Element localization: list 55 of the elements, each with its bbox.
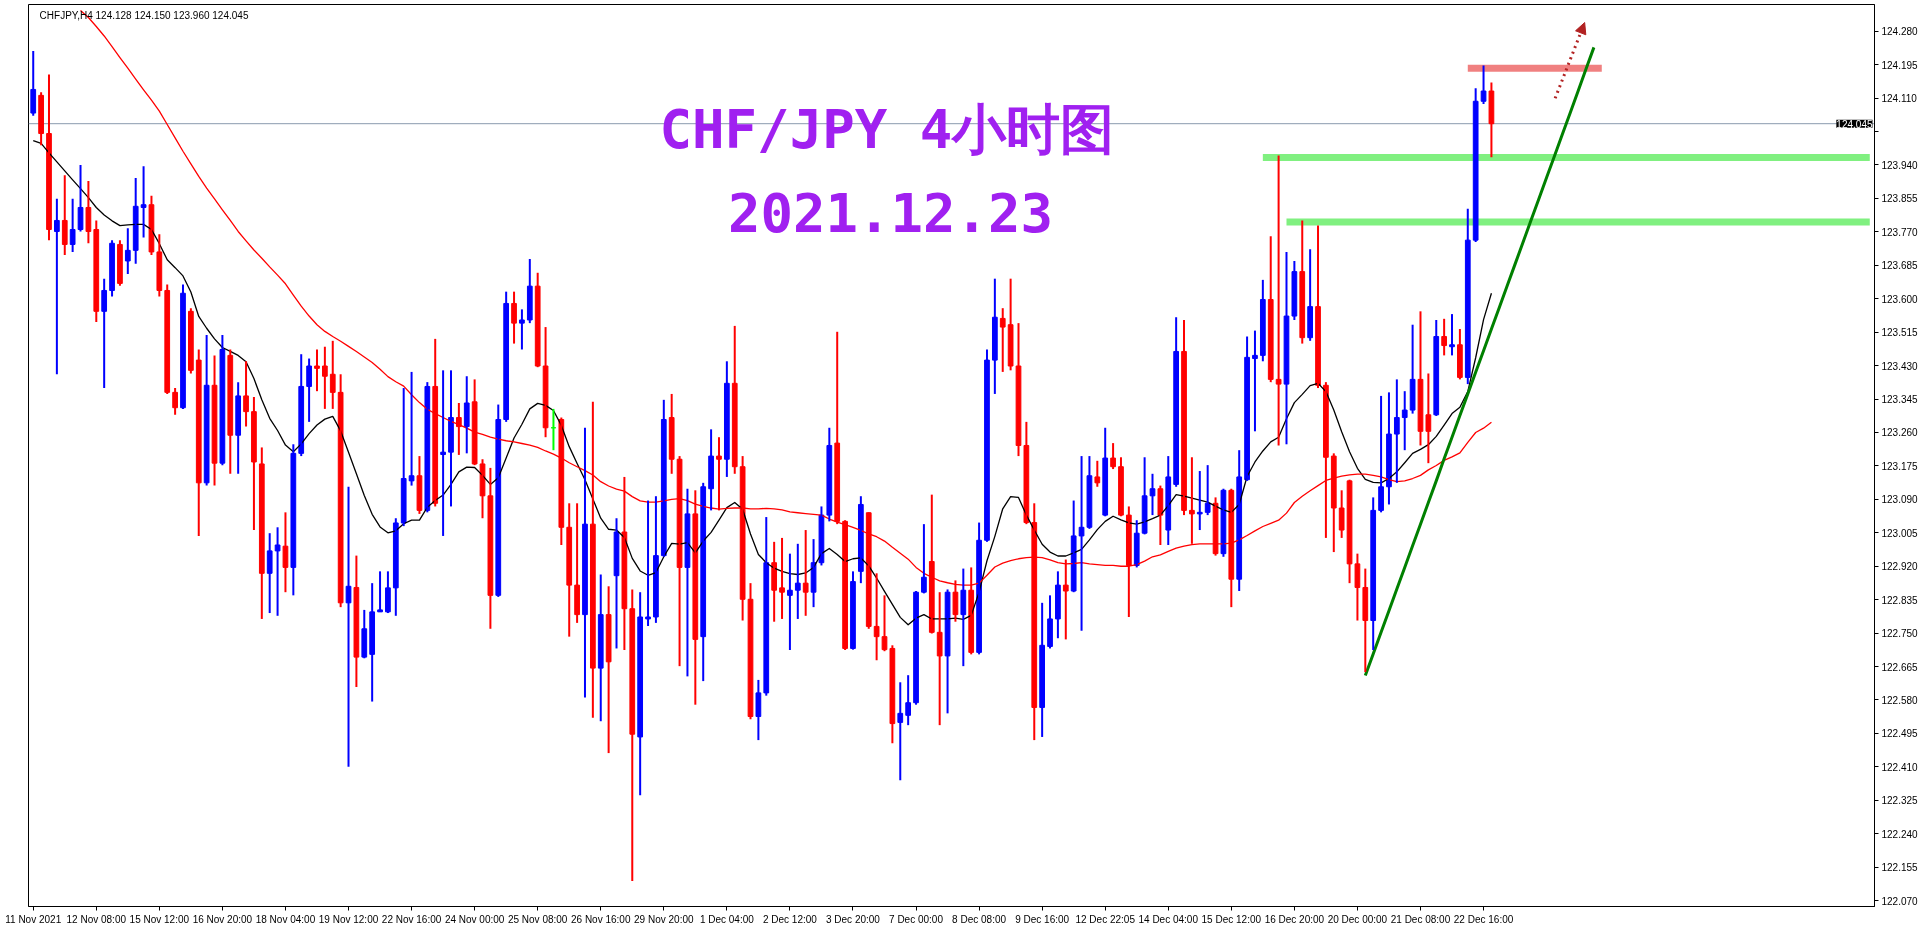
y-tick-label: 123.855	[1881, 193, 1919, 205]
y-tick-label: 123.430	[1881, 360, 1919, 372]
y-tick-label: 123.940	[1881, 160, 1919, 171]
y-tick-label: 123.345	[1881, 394, 1919, 406]
y-tick-label: 124.110	[1881, 93, 1918, 105]
y-tick-label: 123.685	[1881, 260, 1919, 272]
y-tick-label: 122.835	[1881, 594, 1919, 606]
x-tick-label: 22 Nov 16:00	[381, 913, 442, 925]
y-tick-label: 123.600	[1881, 293, 1919, 305]
x-tick-label: 26 Nov 16:00	[571, 913, 631, 925]
line-series	[1363, 45, 1596, 678]
text: CHF/JPY 4小时图	[659, 98, 1115, 162]
x-tick-label: 21 Dec 08:00	[1390, 913, 1451, 925]
y-tick-label: 123.515	[1881, 327, 1919, 339]
y-tick-label: 122.580	[1881, 694, 1919, 706]
x-tick-label: 24 Nov 00:00	[444, 913, 505, 925]
x-tick-label: 29 Nov 20:00	[634, 913, 694, 925]
x-tick-label: 2 Dec 12:00	[762, 913, 818, 925]
x-tick-label: 15 Dec 12:00	[1201, 913, 1262, 925]
y-tick-label: 123.260	[1881, 427, 1919, 439]
y-tick-label: 123.770	[1881, 226, 1919, 238]
y-tick-label: 122.750	[1881, 628, 1919, 640]
text: 2021.12.23	[728, 182, 1054, 246]
x-tick-label: 7 Dec 00:00	[889, 913, 944, 925]
x-tick-label: 14 Dec 04:00	[1138, 913, 1199, 925]
ref-line-label: 124.045	[1836, 118, 1873, 130]
x-tick-label: 3 Dec 20:00	[826, 913, 881, 925]
y-tick-label: 122.240	[1881, 828, 1919, 840]
x-tick-label: 12 Dec 22:05	[1075, 913, 1136, 925]
x-tick-label: 16 Nov 20:00	[192, 913, 253, 925]
y-tick-label: 122.070	[1881, 895, 1919, 907]
x-tick-label: 12 Nov 08:00	[66, 913, 127, 925]
y-tick-label: 123.005	[1881, 527, 1919, 539]
y-tick-label: 122.325	[1881, 795, 1919, 807]
x-tick-label: 25 Nov 08:00	[507, 913, 568, 925]
y-tick-label: 124.280	[1881, 26, 1919, 38]
y-tick-label: 122.665	[1881, 661, 1919, 673]
x-tick-label: 19 Nov 12:00	[318, 913, 379, 925]
y-tick-label: 123.090	[1881, 494, 1919, 506]
x-tick-label: 9 Dec 16:00	[1015, 913, 1070, 925]
y-tick-label: 122.920	[1881, 561, 1919, 573]
x-tick-label: 18 Nov 04:00	[255, 913, 316, 925]
y-tick-label: 124.195	[1881, 59, 1919, 71]
x-tick-label: 8 Dec 08:00	[952, 913, 1007, 925]
x-tick-label: 1 Dec 04:00	[699, 913, 755, 925]
x-tick-label: 22 Dec 16:00	[1453, 913, 1514, 925]
x-tick-label: 11 Nov 2021	[5, 913, 62, 925]
y-tick-label: 122.410	[1881, 761, 1919, 773]
x-tick-label: 16 Dec 20:00	[1264, 913, 1325, 925]
x-tick-label: 15 Nov 12:00	[129, 913, 190, 925]
y-tick-label: 122.495	[1881, 728, 1919, 740]
y-tick-label: 122.155	[1881, 862, 1919, 874]
y-tick-label: 123.175	[1881, 460, 1919, 472]
x-tick-label: 20 Dec 00:00	[1327, 913, 1388, 925]
candlestick	[377, 570, 383, 613]
